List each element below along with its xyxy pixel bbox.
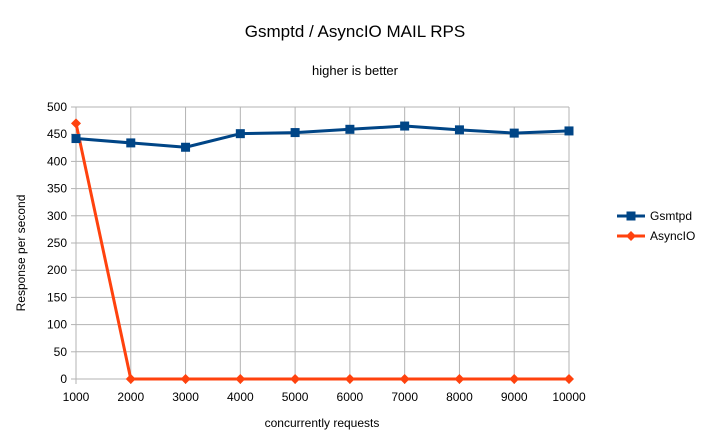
legend-marker-gsmtpd <box>626 211 636 221</box>
data-point-asyncio <box>180 374 191 384</box>
chart-title: Gsmptd / AsyncIO MAIL RPS <box>245 22 465 41</box>
y-tick-label: 200 <box>47 263 67 277</box>
y-axis-label: Response per second <box>14 195 28 312</box>
x-tick-label: 8000 <box>446 390 473 404</box>
y-tick-label: 450 <box>47 127 67 141</box>
data-point-gsmtpd <box>509 128 519 138</box>
grid <box>75 106 570 380</box>
data-point-asyncio <box>235 374 246 384</box>
chart-subtitle: higher is better <box>312 63 399 78</box>
y-tick-label: 350 <box>47 182 67 196</box>
data-point-gsmtpd <box>345 124 355 134</box>
y-tick-label: 100 <box>47 318 67 332</box>
data-point-gsmtpd <box>564 126 574 136</box>
legend-label-asyncio: AsyncIO <box>650 229 695 243</box>
data-point-asyncio <box>344 374 355 384</box>
legend-label-gsmtpd: Gsmtpd <box>650 209 692 223</box>
y-tick-label: 400 <box>47 154 67 168</box>
y-tick-label: 0 <box>60 372 67 386</box>
y-tick-label: 300 <box>47 209 67 223</box>
x-tick-label: 7000 <box>391 390 418 404</box>
x-axis-label: concurrently requests <box>265 416 380 430</box>
data-point-gsmtpd <box>400 121 410 131</box>
data-point-asyncio <box>564 374 574 384</box>
x-tick-label: 9000 <box>501 390 528 404</box>
series-line-gsmtpd <box>75 124 570 149</box>
x-tick-label: 2000 <box>117 390 144 404</box>
x-tick-label: 3000 <box>172 390 199 404</box>
x-tick-label: 1000 <box>63 390 90 404</box>
data-point-asyncio <box>290 374 301 384</box>
legend: Gsmtpd AsyncIO <box>617 209 695 243</box>
legend-marker-asyncio <box>626 231 636 241</box>
series <box>71 118 574 384</box>
data-point-asyncio <box>125 374 136 384</box>
y-tick-label: 250 <box>47 236 67 250</box>
data-point-asyncio <box>399 374 410 384</box>
data-point-gsmtpd <box>126 138 136 148</box>
x-tick-label: 10000 <box>552 390 586 404</box>
data-point-gsmtpd <box>454 125 464 135</box>
data-point-asyncio <box>71 118 81 129</box>
series-line-asyncio <box>74 123 569 381</box>
data-point-asyncio <box>454 374 465 384</box>
x-tick-label: 4000 <box>227 390 254 404</box>
y-tick-label: 50 <box>54 345 68 359</box>
data-point-gsmtpd <box>181 142 191 152</box>
y-tick-label: 150 <box>47 290 67 304</box>
data-point-gsmtpd <box>71 134 81 144</box>
data-point-asyncio <box>509 374 520 384</box>
y-tick-label: 500 <box>47 100 67 114</box>
x-tick-label: 5000 <box>282 390 309 404</box>
axes: 0 50 100 150 200 250 300 350 400 450 500 1000 2000 30… <box>47 100 586 404</box>
data-point-gsmtpd <box>290 128 300 138</box>
data-point-gsmtpd <box>235 129 245 139</box>
x-tick-label: 6000 <box>337 390 364 404</box>
